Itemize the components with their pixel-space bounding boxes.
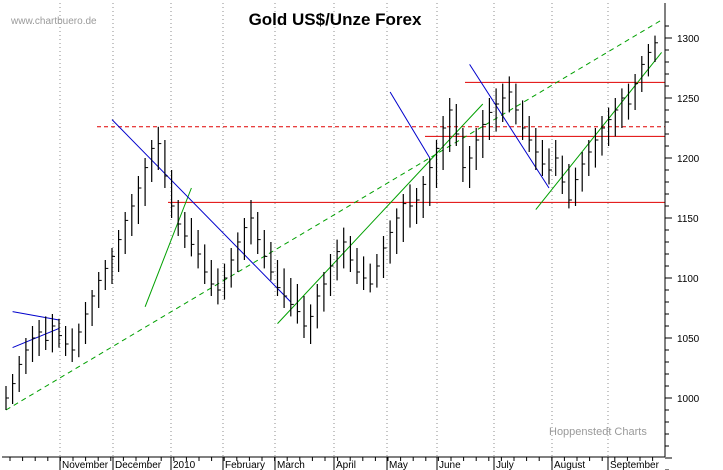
watermark-text: www.chartbuero.de	[10, 16, 97, 27]
trendline	[389, 91, 431, 159]
credit-text: Hoppenstedt Charts	[549, 426, 647, 438]
trendline	[535, 52, 662, 210]
x-tick-label: February	[225, 460, 265, 470]
x-axis: November December 2010 February March April Ma…	[9, 457, 660, 470]
y-tick-label: 1000	[677, 394, 700, 405]
y-tick-label: 1100	[677, 274, 699, 285]
y-tick-label: 1300	[677, 34, 700, 45]
x-tick-label: March	[277, 460, 305, 470]
x-tick-label: November	[62, 460, 109, 470]
trendline	[5, 19, 662, 411]
price-bars	[5, 35, 658, 410]
x-tick-label: April	[336, 460, 356, 470]
x-tick-label: June	[439, 460, 461, 470]
trendline	[12, 327, 60, 349]
x-tick-label: August	[554, 460, 585, 470]
y-tick-label: 1250	[677, 94, 700, 105]
x-tick-label: 2010	[173, 460, 196, 470]
trendline	[111, 119, 292, 303]
trendline	[144, 187, 192, 307]
y-tick-label: 1050	[677, 334, 700, 345]
y-tick-label: 1150	[677, 214, 699, 225]
chart-title: Gold US$/Unze Forex	[249, 10, 422, 29]
y-tick-label: 1200	[677, 154, 700, 165]
x-tick-label: December	[115, 460, 162, 470]
trendline	[12, 311, 60, 321]
trendline	[277, 103, 484, 324]
x-tick-label: May	[389, 460, 408, 470]
x-tick-label: September	[610, 460, 660, 470]
x-tick-label: July	[496, 460, 514, 470]
y-axis: 1000 1050 1100 1150 1200 1250 1300	[665, 25, 700, 470]
